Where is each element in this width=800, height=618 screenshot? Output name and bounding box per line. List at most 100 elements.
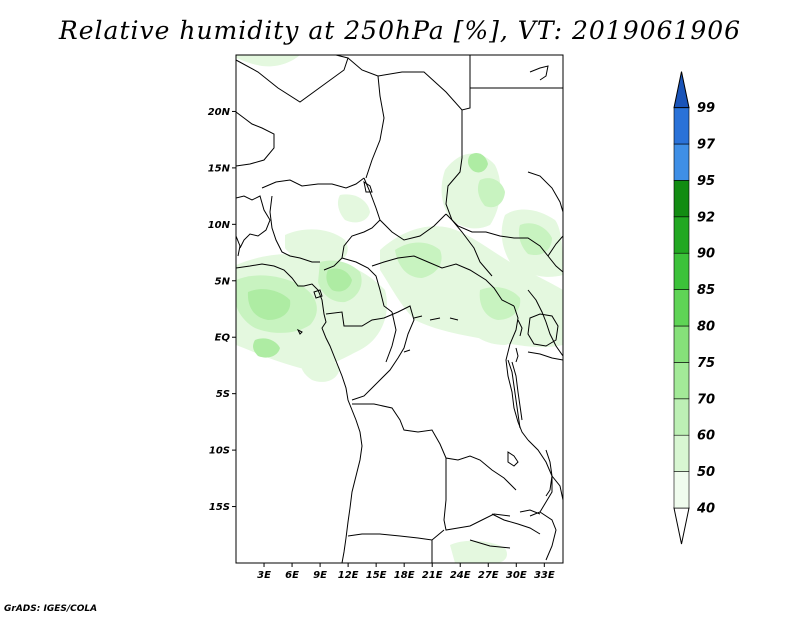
colorbar-label: 97	[697, 138, 716, 153]
border-egypt-sudan	[445, 110, 493, 277]
border-ethiopia	[527, 171, 563, 257]
lake-kariba	[519, 509, 541, 515]
border-mozambique	[539, 475, 563, 561]
border-cameroon-chad	[323, 177, 381, 271]
colorbar-over-triangle	[673, 71, 690, 109]
island-sao-tome	[296, 328, 303, 335]
humidity-region-nile	[337, 194, 370, 223]
lon-tick-label: 6E	[285, 570, 299, 581]
lat-tick-label: 20N	[208, 107, 231, 118]
colorbar-segment	[673, 362, 690, 400]
humidity-patch-gulf-core	[247, 289, 291, 320]
border-sudan-south	[445, 213, 563, 273]
coastline-west	[236, 263, 363, 563]
border-west-edge	[236, 195, 271, 249]
colorbar-segment	[673, 471, 690, 509]
colorbar-label: 70	[697, 392, 715, 407]
colorbar-label: 85	[697, 283, 715, 298]
colorbar-segment	[673, 289, 690, 327]
lon-tick-label: 18E	[394, 570, 415, 581]
longitude-axis: 3E 6E 9E 12E 15E 18E 21E 24E 27E 30E 33E	[257, 563, 555, 581]
border-niger-libya	[347, 57, 385, 179]
humidity-patch-north	[467, 153, 488, 173]
humidity-region-north-west	[236, 55, 300, 67]
border-nigeria-niger	[261, 177, 365, 189]
colorbar-segment	[673, 143, 690, 181]
colorbar-label: 75	[697, 356, 715, 371]
lon-tick-label: 3E	[257, 570, 271, 581]
border-cameroon-car	[341, 257, 393, 313]
colorbar-segment	[673, 252, 690, 290]
lon-tick-label: 27E	[478, 570, 499, 581]
humidity-region-darfur	[477, 178, 505, 208]
colorbar-segment	[673, 398, 690, 436]
colorbar-under-triangle	[673, 507, 690, 545]
border-tanzania	[527, 351, 563, 361]
colorbar-label: 60	[697, 429, 715, 444]
lake-chad	[363, 180, 373, 193]
border-zambia-malawi	[527, 439, 553, 517]
plot-frame	[235, 54, 564, 564]
humidity-patch-cameroon-core	[326, 268, 352, 292]
lat-tick-label: 15S	[209, 502, 230, 513]
border-zimbabwe	[491, 513, 541, 535]
humidity-region-uganda	[479, 287, 521, 320]
colorbar-label: 95	[697, 174, 715, 189]
lake-malawi	[545, 449, 553, 497]
colorbar-label: 90	[697, 247, 715, 262]
lake-victoria	[527, 313, 559, 347]
humidity-region-congo-coast	[300, 355, 340, 382]
border-chad-car	[379, 213, 447, 241]
credit-text: GrADS: IGES/COLA	[4, 604, 98, 614]
border-algeria-niger	[236, 55, 349, 103]
humidity-region-south	[450, 540, 507, 563]
colorbar-label: 92	[697, 210, 715, 225]
border-angola-namibia	[347, 529, 445, 541]
latitude-axis: 20N 15N 10N 5N EQ 5S 10S 15S	[208, 107, 236, 513]
colorbar-segment	[673, 325, 690, 363]
border-mali-niger	[236, 111, 275, 167]
border-botswana	[431, 539, 511, 563]
lake-mweru	[507, 451, 519, 467]
colorbar-label: 40	[696, 502, 715, 517]
border-gabon-congo	[325, 305, 415, 401]
colorbar: 40 50 60 70 75 80 85 90 92 95 97 99	[673, 71, 716, 545]
lat-tick-label: 5S	[216, 389, 230, 400]
border-congo-drc	[385, 311, 397, 363]
colorbar-label: 50	[697, 465, 715, 480]
border-drc-angola	[352, 403, 517, 491]
lake-volta	[236, 235, 241, 257]
humidity-region-north-east	[441, 153, 501, 229]
colorbar-segment	[673, 107, 690, 145]
humidity-shading	[236, 55, 563, 563]
humidity-region-west-mid	[285, 229, 348, 265]
colorbar-segment	[673, 216, 690, 254]
colorbar-segment	[673, 180, 690, 218]
lake-kivu	[515, 347, 519, 363]
lat-tick-label: 10S	[209, 446, 230, 457]
lat-tick-label: 10N	[208, 220, 231, 231]
lon-tick-label: 30E	[506, 570, 527, 581]
humidity-region-east-edge	[518, 223, 552, 256]
map-title: Relative humidity at 250hPa [%], VT: 201…	[58, 16, 742, 45]
lon-tick-label: 24E	[450, 570, 471, 581]
river-congo-marks	[403, 315, 459, 353]
lake-albert	[517, 319, 523, 337]
border-nigeria-cameroon	[269, 195, 320, 263]
lake-tanganyika	[507, 359, 523, 429]
lon-tick-label: 33E	[534, 570, 555, 581]
lon-tick-label: 21E	[422, 570, 443, 581]
lon-tick-label: 15E	[366, 570, 387, 581]
lon-tick-label: 12E	[338, 570, 359, 581]
colorbar-segment	[673, 434, 690, 472]
colorbar-label: 80	[697, 320, 715, 335]
border-angola-zambia	[443, 458, 511, 531]
lon-tick-label: 9E	[313, 570, 327, 581]
lat-tick-label: 5N	[215, 276, 231, 287]
coast-red-sea	[529, 65, 549, 81]
island-bioko	[313, 289, 323, 299]
border-libya-egypt	[377, 55, 471, 111]
border-car-drc	[371, 255, 515, 307]
country-borders	[236, 55, 563, 563]
